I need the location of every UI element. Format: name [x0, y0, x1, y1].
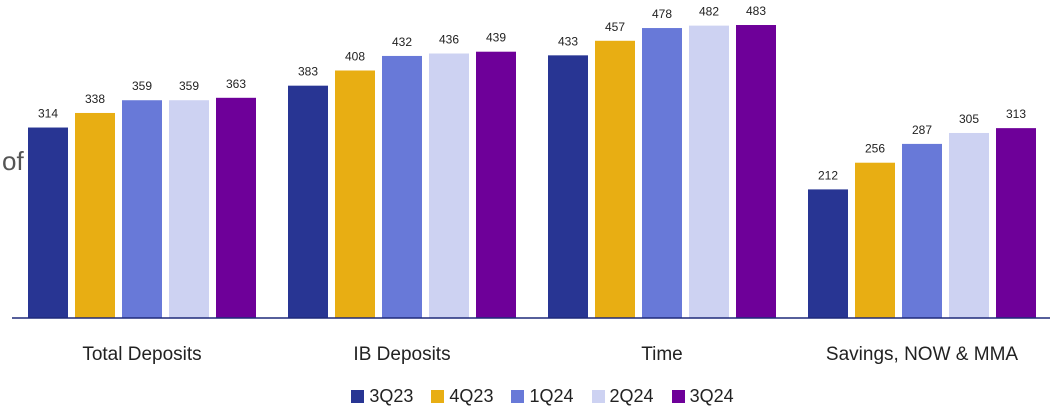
- category-label-1: Total Deposits: [82, 344, 201, 365]
- bar-3q23-3: [548, 55, 588, 319]
- legend-item-4q23: 4Q23: [431, 386, 493, 407]
- data-label-2q24-1: 359: [179, 79, 199, 93]
- bar-1q24-1: [122, 100, 162, 319]
- data-label-4q23-4: 256: [865, 142, 885, 156]
- legend-swatch: [351, 390, 365, 403]
- value-label-layer: 314 338 359 359 363 383 408 432 436 439 433 457 478 4…: [38, 4, 1026, 182]
- bar-1q24-3: [642, 28, 682, 319]
- category-label-2: IB Deposits: [353, 344, 450, 365]
- bar-3q24-4: [996, 128, 1036, 318]
- bar-3q23-1: [28, 127, 68, 318]
- bar-2q24-1: [169, 100, 209, 319]
- legend-swatch: [511, 390, 525, 403]
- bar-1q24-2: [382, 55, 422, 319]
- data-label-4q23-2: 408: [345, 50, 365, 64]
- data-label-3q23-2: 383: [298, 65, 318, 79]
- bar-3q24-2: [476, 51, 516, 318]
- bar-4q23-1: [75, 112, 115, 318]
- bar-1q24-4: [902, 143, 942, 318]
- bar-4q23-3: [595, 40, 635, 318]
- data-label-2q24-4: 305: [959, 112, 979, 126]
- legend-label: 4Q23: [449, 386, 494, 406]
- bar-3q23-4: [808, 189, 848, 318]
- data-label-1q24-3: 478: [652, 7, 672, 21]
- data-label-3q24-2: 439: [486, 31, 506, 45]
- category-label-4: Savings, NOW & MMA: [826, 344, 1018, 365]
- bar-2q24-3: [689, 25, 729, 318]
- legend-item-3q24: 3Q24: [671, 386, 734, 407]
- data-label-3q24-1: 363: [226, 77, 246, 91]
- data-label-4q23-3: 457: [605, 20, 625, 34]
- legend-item-2q24: 2Q24: [591, 386, 654, 407]
- data-label-1q24-1: 359: [132, 79, 152, 93]
- legend-swatch: [431, 390, 445, 403]
- data-label-3q24-3: 483: [746, 4, 766, 18]
- data-label-3q24-4: 313: [1006, 107, 1026, 121]
- legend-label: 1Q24: [529, 386, 574, 406]
- legend-label: 2Q24: [609, 386, 654, 406]
- data-label-3q23-3: 433: [558, 34, 578, 48]
- cropped-axis-text: of: [2, 146, 24, 176]
- data-label-4q23-1: 338: [85, 92, 105, 106]
- category-label-3: Time: [641, 344, 683, 365]
- legend-label: 3Q24: [689, 386, 734, 406]
- legend-swatch: [591, 390, 605, 403]
- legend-label: 3Q23: [369, 386, 414, 406]
- data-label-2q24-3: 482: [699, 5, 719, 19]
- legend-swatch: [671, 390, 685, 403]
- data-label-1q24-2: 432: [392, 35, 412, 49]
- data-label-3q23-1: 314: [38, 107, 58, 121]
- data-label-3q23-4: 212: [818, 168, 838, 182]
- data-label-1q24-4: 287: [912, 123, 932, 137]
- bar-4q23-2: [335, 70, 375, 318]
- legend: 3Q23 4Q23 1Q24 2Q24 3Q24: [0, 386, 1055, 407]
- category-label-layer: Total Deposits IB Deposits Time Savings, NO…: [82, 344, 1018, 365]
- data-label-2q24-2: 436: [439, 33, 459, 47]
- bar-3q23-2: [288, 85, 328, 318]
- bar-layer: [28, 25, 1036, 319]
- legend-item-1q24: 1Q24: [511, 386, 574, 407]
- bar-3q24-1: [216, 97, 256, 318]
- bar-3q24-3: [736, 25, 776, 318]
- legend-item-3q23: 3Q23: [351, 386, 413, 407]
- bar-2q24-4: [949, 132, 989, 318]
- bar-4q23-4: [855, 162, 895, 318]
- bar-2q24-2: [429, 53, 469, 318]
